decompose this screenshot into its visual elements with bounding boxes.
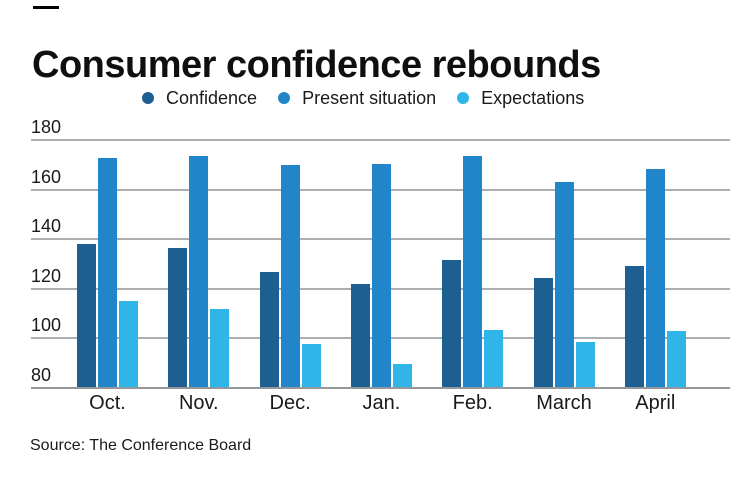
bar-confidence-nov	[168, 247, 188, 388]
legend-item-present-situation: Present situation	[278, 88, 436, 109]
y-axis-tick-label: 100	[31, 315, 62, 335]
bar-confidence-jan	[350, 284, 370, 388]
x-axis-label: Nov.	[178, 392, 219, 414]
bar-present-situation-oct	[98, 157, 117, 388]
source-note: Source: The Conference Board	[30, 437, 252, 454]
bar-expectations-nov	[210, 309, 230, 388]
x-axis-label: Feb.	[452, 392, 493, 414]
chart-title: Consumer confidence rebounds	[32, 44, 601, 87]
bar-present-situation-april	[645, 168, 665, 388]
brand-tick	[33, 6, 59, 9]
x-axis-label: Oct.	[89, 392, 126, 414]
legend-label: Present situation	[302, 87, 437, 108]
bar-confidence-april	[624, 265, 644, 388]
x-axis-label: March	[536, 392, 592, 414]
legend-label: Expectations	[481, 87, 585, 108]
x-axis-label: Dec.	[269, 392, 311, 414]
bar-present-situation-jan	[371, 164, 391, 388]
legend-item-confidence: Confidence	[142, 88, 257, 109]
y-axis-tick-label: 140	[31, 216, 62, 236]
bar-confidence-march	[533, 278, 553, 388]
bar-present-situation-dec	[280, 164, 300, 388]
bar-expectations-dec	[301, 343, 321, 388]
bar-expectations-feb	[484, 329, 504, 388]
x-axis-label: April	[635, 392, 676, 414]
legend: Confidence Present situation Expectations	[142, 87, 584, 109]
bar-expectations-oct	[119, 300, 138, 388]
bar-confidence-dec	[259, 272, 279, 388]
bar-confidence-oct	[77, 244, 96, 388]
legend-label: Confidence	[166, 87, 258, 108]
bar-expectations-march	[575, 342, 595, 388]
x-axis-line	[31, 386, 730, 389]
gridline	[31, 139, 730, 141]
legend-dot-icon	[142, 92, 154, 104]
legend-dot-icon	[278, 92, 291, 104]
bar-confidence-feb	[442, 260, 462, 388]
y-axis-tick-label: 80	[31, 364, 52, 385]
y-axis-tick-label: 120	[31, 265, 62, 286]
bar-present-situation-nov	[189, 155, 209, 388]
bar-expectations-jan	[392, 364, 412, 388]
legend-dot-icon	[457, 92, 470, 104]
y-axis-tick-label: 180	[31, 117, 62, 137]
bar-present-situation-march	[554, 182, 574, 388]
y-axis-tick-label: 160	[31, 166, 62, 187]
bar-expectations-april	[666, 330, 686, 388]
bar-present-situation-feb	[463, 156, 483, 388]
legend-item-expectations: Expectations	[457, 88, 584, 109]
x-axis-label: Jan.	[362, 392, 401, 414]
